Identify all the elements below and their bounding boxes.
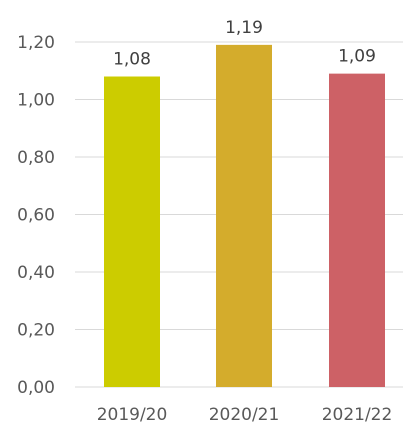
y-tick-label: 0,00: [17, 378, 55, 398]
category-label: 2020/21: [209, 405, 280, 425]
y-tick-label: 1,20: [17, 33, 55, 53]
category-label: 2019/20: [97, 405, 168, 425]
bar-2019-20: [104, 76, 160, 387]
bar-2020-21: [216, 44, 272, 387]
x-axis-category-labels: 2019/20 2020/21 2021/22: [97, 405, 393, 425]
data-label: 1,09: [338, 47, 376, 67]
data-label: 1,08: [113, 50, 151, 70]
bars: [104, 44, 385, 387]
category-label: 2021/22: [322, 405, 393, 425]
y-tick-label: 0,40: [17, 263, 55, 283]
data-label: 1,19: [225, 18, 263, 38]
y-tick-label: 0,80: [17, 148, 55, 168]
y-tick-label: 1,00: [17, 91, 55, 111]
data-labels: 1,08 1,19 1,09: [113, 18, 376, 70]
y-tick-label: 0,60: [17, 206, 55, 226]
y-axis-tick-labels: 0,00 0,20 0,40 0,60 0,80 1,00 1,20: [17, 33, 55, 398]
y-tick-label: 0,20: [17, 321, 55, 341]
bar-2021-22: [329, 73, 385, 387]
